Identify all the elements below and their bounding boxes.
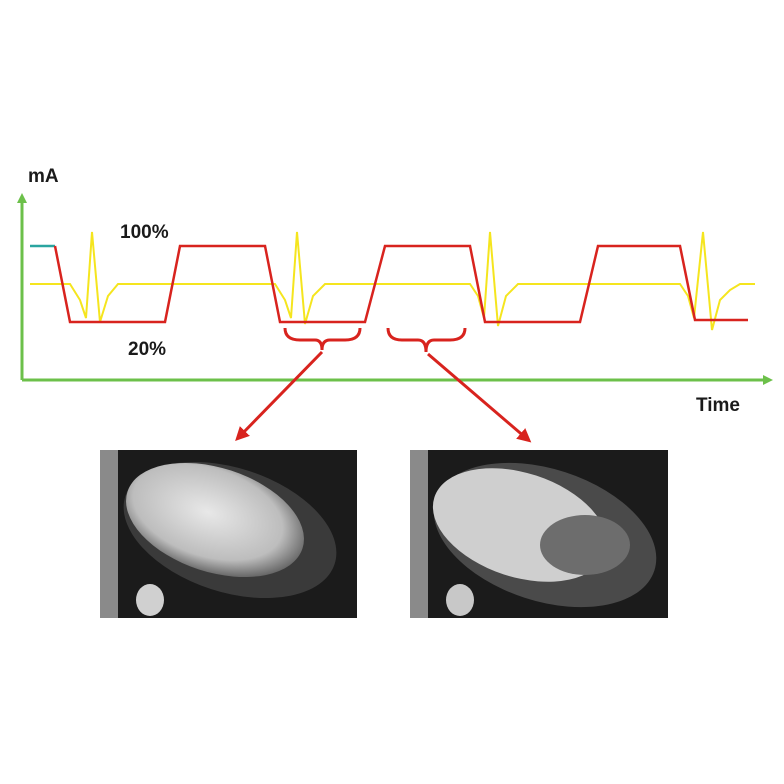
- ct-image: [100, 450, 357, 618]
- x-axis-label: Time: [696, 395, 740, 416]
- arrow: [427, 352, 532, 443]
- low-level-label: 20%: [128, 339, 166, 360]
- y-axis-label: mA: [28, 166, 59, 187]
- brace: [386, 327, 467, 353]
- brace: [283, 327, 362, 351]
- arrow: [235, 350, 324, 442]
- tube-current: [53, 244, 748, 324]
- ct-image: [410, 450, 668, 618]
- high-level-label: 100%: [120, 222, 169, 243]
